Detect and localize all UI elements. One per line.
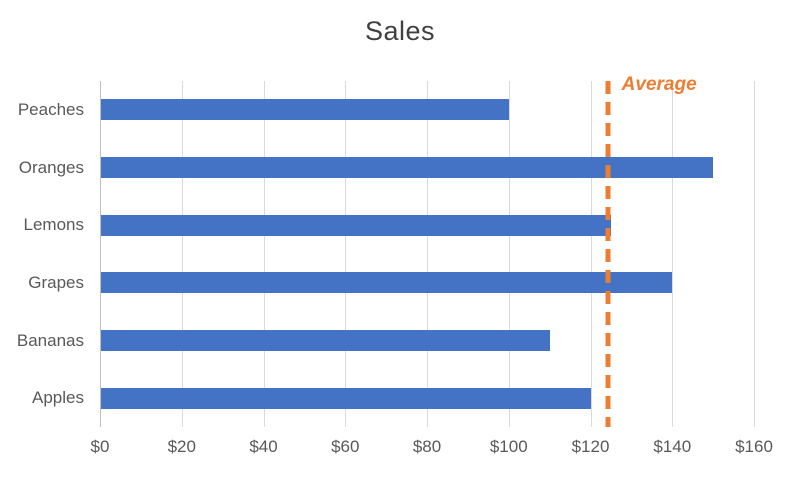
category-label: Peaches: [17, 99, 84, 119]
x-tick-label: $60: [331, 437, 360, 456]
category-label: Bananas: [16, 330, 84, 350]
bar-apples: [101, 387, 591, 409]
x-tick-label: $100: [489, 437, 528, 456]
gridline: [508, 81, 510, 427]
category-label: Oranges: [18, 157, 84, 177]
bar-row: [101, 196, 754, 254]
gridline: [590, 81, 592, 427]
bar-row: [101, 254, 754, 312]
bar-peaches: [101, 99, 510, 121]
x-tick-label: $80: [412, 437, 442, 456]
average-reference-line: [605, 81, 611, 427]
bar-lemons: [101, 214, 612, 236]
gridline: [754, 81, 755, 427]
bar-row: [101, 81, 754, 139]
chart-title: Sales: [364, 16, 436, 46]
category-axis-labels: Peaches Oranges Lemons Grapes Bananas Apples: [0, 81, 84, 427]
bar-bananas: [101, 330, 550, 352]
bar-row: [101, 369, 754, 427]
category-axis-line: [100, 81, 101, 427]
bar-grapes: [101, 272, 673, 294]
gridline: [263, 81, 265, 427]
value-axis-labels: $0 $20 $40 $60 $80 $100 $120 $140 $160: [91, 437, 773, 459]
plot-area: Average: [100, 74, 755, 427]
category-label: Apples: [32, 388, 84, 408]
category-label: Lemons: [23, 215, 84, 235]
x-tick-label: $0: [90, 437, 110, 456]
bar-oranges: [101, 157, 714, 178]
gridline: [427, 81, 428, 427]
category-label: Grapes: [28, 272, 84, 292]
bar-row: [101, 139, 754, 197]
gridline: [672, 81, 674, 427]
average-line-label: Average: [621, 74, 697, 95]
x-tick-label: $20: [167, 437, 196, 456]
bar-row: [101, 312, 754, 370]
gridline: [345, 81, 347, 427]
x-tick-label: $120: [571, 437, 610, 456]
x-tick-label: $160: [735, 437, 773, 456]
x-tick-label: $40: [249, 437, 278, 456]
x-tick-label: $140: [653, 437, 692, 456]
bar-series: [101, 81, 754, 427]
gridline: [181, 81, 183, 427]
